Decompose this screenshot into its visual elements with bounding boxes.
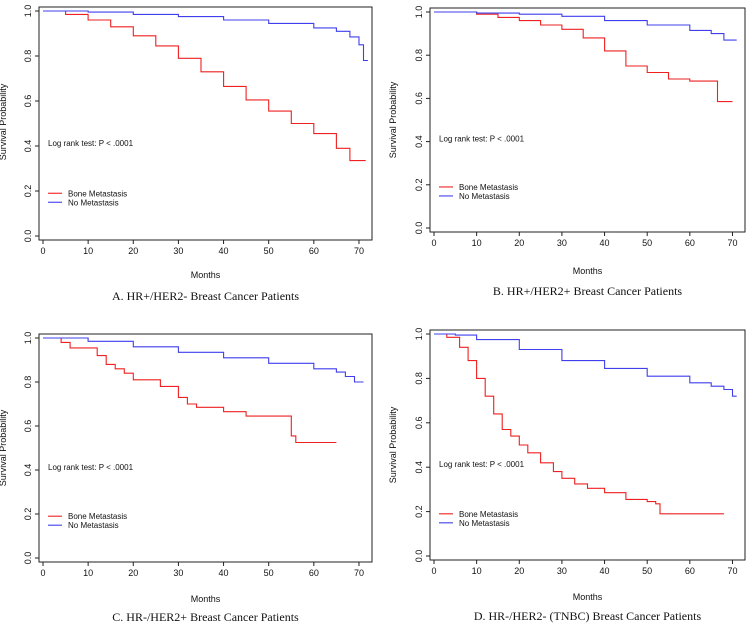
x-tick-label: 70 <box>354 568 364 578</box>
x-tick-label: 20 <box>514 566 524 576</box>
y-tick-label: 0.0 <box>23 230 33 243</box>
panel-b: 0 10 20 30 40 50 60 70 0.0 0.2 0.4 0.6 0.8 1.0 Months S… <box>388 6 746 298</box>
y-tick-label: 0.0 <box>414 222 424 235</box>
y-tick-label: 0.0 <box>414 550 424 563</box>
legend-label: Bone Metastasis <box>459 510 518 519</box>
panel-c: 0 10 20 30 40 50 60 70 0.0 0.2 0.4 0.6 0.8 1.0 Months S… <box>0 332 373 624</box>
x-tick-label: 20 <box>514 238 524 248</box>
y-tick-label: 1.0 <box>414 6 424 19</box>
log-rank-annotation: Log rank test: P < .0001 <box>48 139 134 148</box>
x-axis-label: Months <box>191 594 221 604</box>
x-tick-label: 50 <box>642 238 652 248</box>
y-tick-label: 0.2 <box>414 179 424 192</box>
x-axis-label: Months <box>573 266 603 276</box>
x-tick-label: 50 <box>642 566 652 576</box>
x-axis-label: Months <box>573 592 603 602</box>
x-tick-label: 70 <box>727 238 737 248</box>
panel-title: D. HR-/HER2- (TNBC) Breast Cancer Patien… <box>474 609 702 623</box>
y-tick-label: 0.6 <box>23 420 33 433</box>
y-tick-label: 0.4 <box>414 461 424 474</box>
y-tick-label: 0.6 <box>414 417 424 430</box>
x-tick-label: 60 <box>309 568 319 578</box>
x-tick-label: 70 <box>354 246 364 256</box>
y-tick-label: 1.0 <box>23 5 33 18</box>
y-axis-label: Survival Probability <box>388 406 398 483</box>
panel-title: A. HR+/HER2- Breast Cancer Patients <box>112 289 299 303</box>
legend-label: No Metastasis <box>459 519 510 528</box>
x-tick-label: 10 <box>472 566 482 576</box>
y-tick-label: 0.4 <box>23 464 33 477</box>
x-tick-label: 30 <box>173 568 183 578</box>
y-tick-label: 0.4 <box>414 135 424 148</box>
plot-frame <box>38 333 373 563</box>
panel-d: 0 10 20 30 40 50 60 70 0.0 0.2 0.4 0.6 0.8 1.0 Months S… <box>388 328 746 623</box>
x-tick-label: 40 <box>219 246 229 256</box>
legend-label: Bone Metastasis <box>68 512 127 521</box>
x-tick-label: 60 <box>685 566 695 576</box>
x-tick-label: 60 <box>685 238 695 248</box>
x-tick-label: 30 <box>173 246 183 256</box>
no-metastasis-curve <box>434 11 737 41</box>
y-tick-label: 0.4 <box>23 140 33 153</box>
x-tick-label: 10 <box>83 568 93 578</box>
x-tick-label: 50 <box>264 568 274 578</box>
legend-label: No Metastasis <box>68 521 119 530</box>
log-rank-annotation: Log rank test: P < .0001 <box>48 463 134 472</box>
legend-label: Bone Metastasis <box>459 183 518 192</box>
y-tick-label: 0.0 <box>23 552 33 565</box>
y-tick-label: 0.8 <box>414 49 424 62</box>
plot-frame <box>429 7 746 233</box>
plot-frame <box>429 329 746 561</box>
no-metastasis-curve <box>43 337 364 383</box>
log-rank-annotation: Log rank test: P < .0001 <box>439 460 525 469</box>
y-tick-label: 0.2 <box>23 185 33 198</box>
x-tick-label: 0 <box>40 568 45 578</box>
y-axis-label: Survival Probability <box>0 409 8 486</box>
y-axis-label: Survival Probability <box>0 83 8 160</box>
x-tick-label: 70 <box>727 566 737 576</box>
x-tick-label: 0 <box>431 566 436 576</box>
y-tick-label: 0.8 <box>414 372 424 385</box>
y-tick-label: 0.8 <box>23 50 33 63</box>
x-tick-label: 10 <box>472 238 482 248</box>
y-tick-label: 1.0 <box>23 332 33 345</box>
log-rank-annotation: Log rank test: P < .0001 <box>439 135 525 144</box>
no-metastasis-curve <box>43 10 368 62</box>
y-tick-label: 0.2 <box>414 505 424 518</box>
bone-metastasis-curve <box>434 333 724 515</box>
x-tick-label: 30 <box>557 566 567 576</box>
x-axis-label: Months <box>191 270 221 280</box>
plot-frame <box>38 6 373 241</box>
bone-metastasis-curve <box>434 11 733 103</box>
y-tick-label: 1.0 <box>414 328 424 341</box>
bone-metastasis-curve <box>43 10 366 162</box>
no-metastasis-curve <box>434 333 737 397</box>
bone-metastasis-curve <box>43 337 337 444</box>
panel-title: C. HR-/HER2+ Breast Cancer Patients <box>112 610 299 624</box>
x-tick-label: 40 <box>600 238 610 248</box>
x-tick-label: 20 <box>128 246 138 256</box>
x-tick-label: 0 <box>431 238 436 248</box>
y-tick-label: 0.8 <box>23 376 33 389</box>
legend-label: No Metastasis <box>459 192 510 201</box>
y-tick-label: 0.2 <box>23 508 33 521</box>
panel-title: B. HR+/HER2+ Breast Cancer Patients <box>493 284 683 298</box>
x-tick-label: 0 <box>40 246 45 256</box>
x-tick-label: 10 <box>83 246 93 256</box>
x-tick-label: 30 <box>557 238 567 248</box>
x-tick-label: 60 <box>309 246 319 256</box>
panel-a: 0 10 20 30 40 50 60 70 0.0 0.2 0.4 0.6 0.8 1.0 Months S… <box>0 5 373 303</box>
y-axis-label: Survival Probability <box>388 81 398 158</box>
x-tick-label: 20 <box>128 568 138 578</box>
y-tick-label: 0.6 <box>414 92 424 105</box>
y-tick-label: 0.6 <box>23 95 33 108</box>
x-tick-label: 40 <box>600 566 610 576</box>
x-tick-label: 40 <box>219 568 229 578</box>
legend-label: No Metastasis <box>68 198 119 207</box>
x-tick-label: 50 <box>264 246 274 256</box>
legend-label: Bone Metastasis <box>68 189 127 198</box>
